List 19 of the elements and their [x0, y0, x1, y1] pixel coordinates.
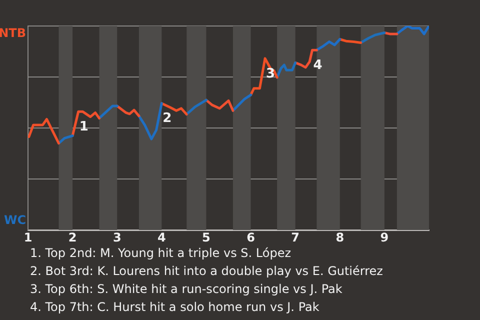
- annotation: 4: [313, 58, 322, 73]
- x-tick-label: 5: [202, 230, 210, 244]
- x-tick-label: 7: [291, 230, 300, 244]
- text: NTB: [0, 26, 26, 40]
- text: 4. Top 7th: C. Hurst hit a solo home run vs J. Pak: [30, 299, 320, 316]
- annotation: 3: [266, 66, 276, 82]
- annotation: 1: [79, 120, 88, 135]
- text: WC: [4, 213, 26, 228]
- x-tick-label: 2: [68, 230, 77, 244]
- text: 2. Bot 3rd: K. Lourens hit into a double play vs E. Gutiérrez: [30, 263, 383, 280]
- x-tick-label: 8: [336, 230, 344, 244]
- x-tick-label: 6: [246, 230, 255, 244]
- text: 1. Top 2nd: M. Young hit a triple vs S. López: [30, 245, 292, 262]
- x-tick-label: 3: [112, 230, 122, 244]
- text: 3. Top 6th: S. White hit a run-scoring single vs J. Pak: [30, 281, 344, 298]
- x-tick-label: 4: [157, 230, 166, 244]
- x-tick-label: 9: [380, 230, 389, 244]
- annotation: 2: [162, 111, 172, 126]
- x-tick-label: 1: [24, 230, 32, 244]
